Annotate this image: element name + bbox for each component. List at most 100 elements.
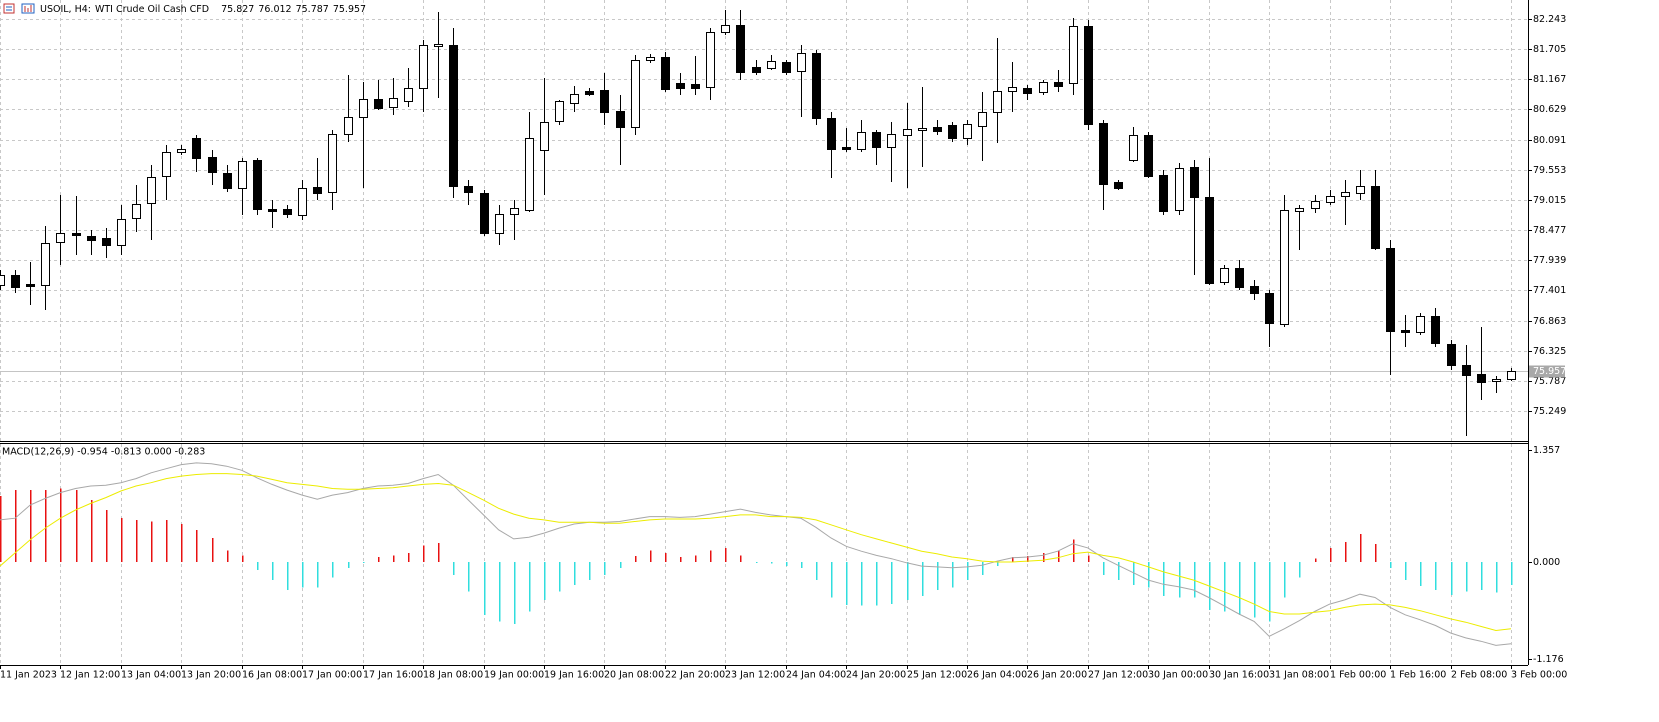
candle-body [87,236,96,241]
candle-body [1280,210,1289,325]
candle-body [147,177,156,204]
candle-body [223,173,232,189]
candle-body [1416,316,1425,333]
chart-header-text: USOIL, H4: WTI Crude Oil Cash CFD 75.827 76… [40,4,366,15]
candle-body [797,53,806,72]
candle-body [948,125,957,139]
close-value: 75.957 [333,4,366,15]
candle-body [253,160,262,210]
x-tick-label: 20 Jan 08:00 [604,670,664,681]
candle-body [993,91,1002,113]
x-tick-label: 17 Jan 16:00 [363,670,423,681]
candle-body [238,161,247,189]
candle-body [328,134,337,193]
candle-body [344,117,353,135]
x-tick-label: 1 Feb 16:00 [1390,670,1446,681]
y-tick-label: 80.629 [1533,104,1566,115]
candle-body [525,138,534,211]
candle-body [102,238,111,246]
mark-layer [0,10,1516,646]
candle-body [0,275,5,286]
last-price-box [1529,365,1565,378]
candle-body [721,25,730,33]
candle-body [1205,197,1214,284]
x-tick-label: 19 Jan 00:00 [484,670,544,681]
x-tick-label: 1 Feb 00:00 [1330,670,1386,681]
x-tick-label: 16 Jan 08:00 [242,670,302,681]
x-tick-label: 26 Jan 20:00 [1027,670,1087,681]
y-tick-label: 80.091 [1533,135,1566,146]
y-tick-label: 79.553 [1533,165,1566,176]
candle-body [480,193,489,234]
candle-body [26,284,35,287]
x-tick-label: 13 Jan 20:00 [181,670,241,681]
y-tick-label: 79.015 [1533,195,1566,206]
candle-body [616,111,625,128]
candle-body [313,187,322,194]
candle-body [842,147,851,150]
y-tick-label: 76.863 [1533,316,1566,327]
candle-body [903,129,912,136]
description: WTI Crude Oil Cash CFD [95,4,209,15]
x-tick-label: 11 Jan 2023 [0,670,57,681]
y-tick-label: 81.167 [1533,74,1566,85]
candle-body [812,53,821,119]
x-tick-label: 2 Feb 08:00 [1451,670,1507,681]
candle-body [918,128,927,131]
candle-body [1235,268,1244,288]
candle-body [1401,330,1410,333]
open-value: 75.827 [221,4,254,15]
candle-body [1447,344,1456,366]
chart-header: USOIL, H4: WTI Crude Oil Cash CFD 75.827 76… [2,3,366,458]
candle-body [857,132,866,150]
x-tick-label: 23 Jan 12:00 [725,670,785,681]
candle-body [1039,82,1048,93]
x-tick-label: 13 Jan 04:00 [121,670,181,681]
candle-body [631,60,640,128]
candle-body [1159,175,1168,212]
menu-icon[interactable] [3,3,15,14]
candle-body [510,208,519,215]
candle-body [887,134,896,148]
y-tick-label: 81.705 [1533,44,1566,55]
symbol: USOIL, H4: [40,4,91,15]
candle-body [359,99,368,118]
candle-body [1084,26,1093,125]
candle-body [495,214,504,234]
candle-body [464,186,473,193]
candle-body [827,118,836,150]
candle-body [540,122,549,151]
candle-body [56,233,65,243]
candle-body [661,57,670,90]
high-value: 76.012 [258,4,291,15]
y-tick-label: 0.000 [1533,557,1560,568]
candle-body [132,204,141,219]
candle-body [1356,186,1365,194]
candle-body [706,32,715,88]
x-tick-label: 31 Jan 08:00 [1269,670,1329,681]
x-tick-label: 24 Jan 20:00 [846,670,906,681]
y-tick-label: 82.243 [1533,14,1566,25]
candle-body [1431,316,1440,344]
candle-body [11,275,20,288]
candle-body [555,101,564,122]
candle-body [1008,87,1017,92]
candle-body [1341,192,1350,197]
candle-body [404,88,413,102]
x-tick-label: 22 Jan 20:00 [665,670,725,681]
candle-body [1507,371,1516,380]
candle-body [1099,123,1108,185]
candle-body [1295,208,1304,212]
x-tick-label: 27 Jan 12:00 [1088,670,1148,681]
candle-body [978,112,987,127]
candle-body [162,152,171,177]
x-tick-label: 19 Jan 16:00 [544,670,604,681]
candle-body [419,45,428,89]
candle-body [1265,293,1274,324]
x-tick-label: 18 Jan 08:00 [423,670,483,681]
candle-body [1114,182,1123,189]
candle-body [1311,201,1320,209]
y-tick-label: 1.357 [1533,445,1560,456]
